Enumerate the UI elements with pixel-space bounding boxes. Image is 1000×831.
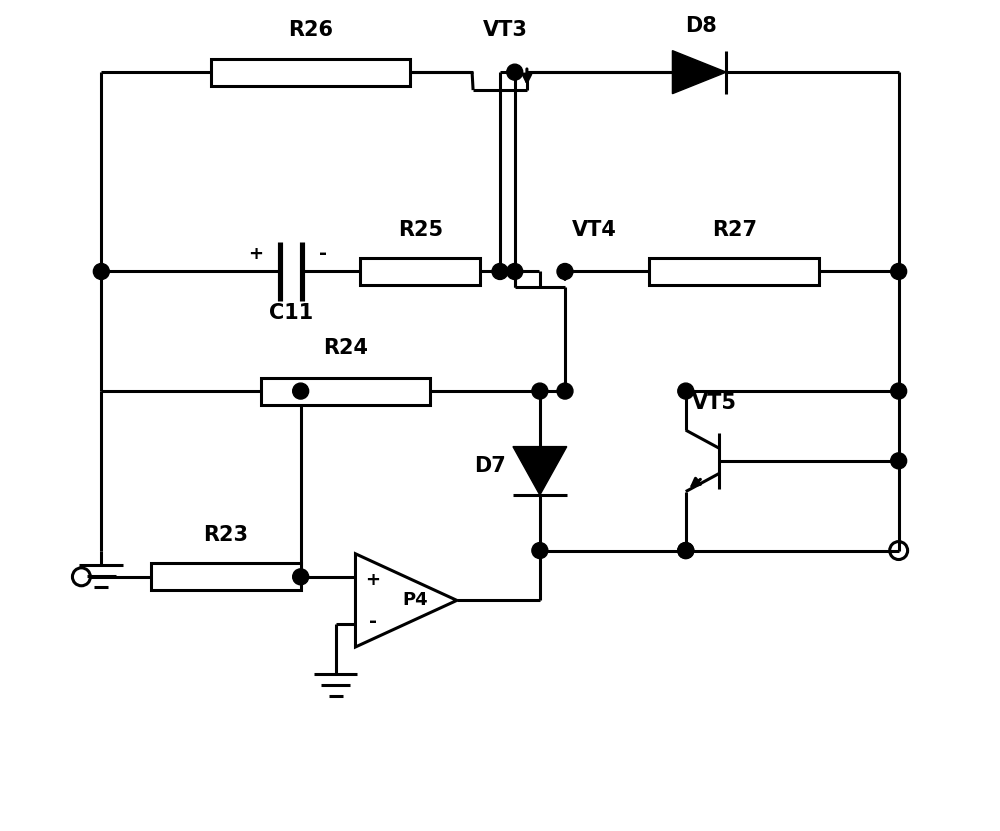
Text: D7: D7 <box>474 456 506 476</box>
Circle shape <box>492 263 508 279</box>
Text: VT4: VT4 <box>572 219 617 239</box>
Text: C11: C11 <box>269 303 313 323</box>
Circle shape <box>891 263 907 279</box>
Text: +: + <box>366 571 381 588</box>
Circle shape <box>532 543 548 558</box>
Text: VT3: VT3 <box>483 20 527 40</box>
Circle shape <box>678 543 694 558</box>
Circle shape <box>532 383 548 399</box>
Polygon shape <box>672 51 726 94</box>
Text: R26: R26 <box>288 20 333 40</box>
Circle shape <box>293 569 309 585</box>
Circle shape <box>678 543 694 558</box>
Text: D8: D8 <box>685 17 717 37</box>
Bar <box>261 377 430 405</box>
Circle shape <box>557 383 573 399</box>
Bar <box>211 59 410 86</box>
Text: R27: R27 <box>712 219 757 239</box>
Circle shape <box>891 383 907 399</box>
Circle shape <box>507 263 523 279</box>
Text: +: + <box>248 244 263 263</box>
Circle shape <box>678 383 694 399</box>
Text: R24: R24 <box>323 338 368 358</box>
Text: R25: R25 <box>398 219 443 239</box>
Polygon shape <box>513 446 567 495</box>
Circle shape <box>293 383 309 399</box>
Bar <box>151 563 301 590</box>
Text: R23: R23 <box>203 525 248 545</box>
Circle shape <box>891 453 907 469</box>
Text: P4: P4 <box>402 592 428 609</box>
Bar <box>360 258 480 285</box>
Text: -: - <box>319 244 327 263</box>
Circle shape <box>557 263 573 279</box>
Circle shape <box>507 64 523 80</box>
Text: -: - <box>369 612 377 631</box>
Text: VT5: VT5 <box>692 393 737 413</box>
Bar <box>649 258 819 285</box>
Circle shape <box>93 263 109 279</box>
